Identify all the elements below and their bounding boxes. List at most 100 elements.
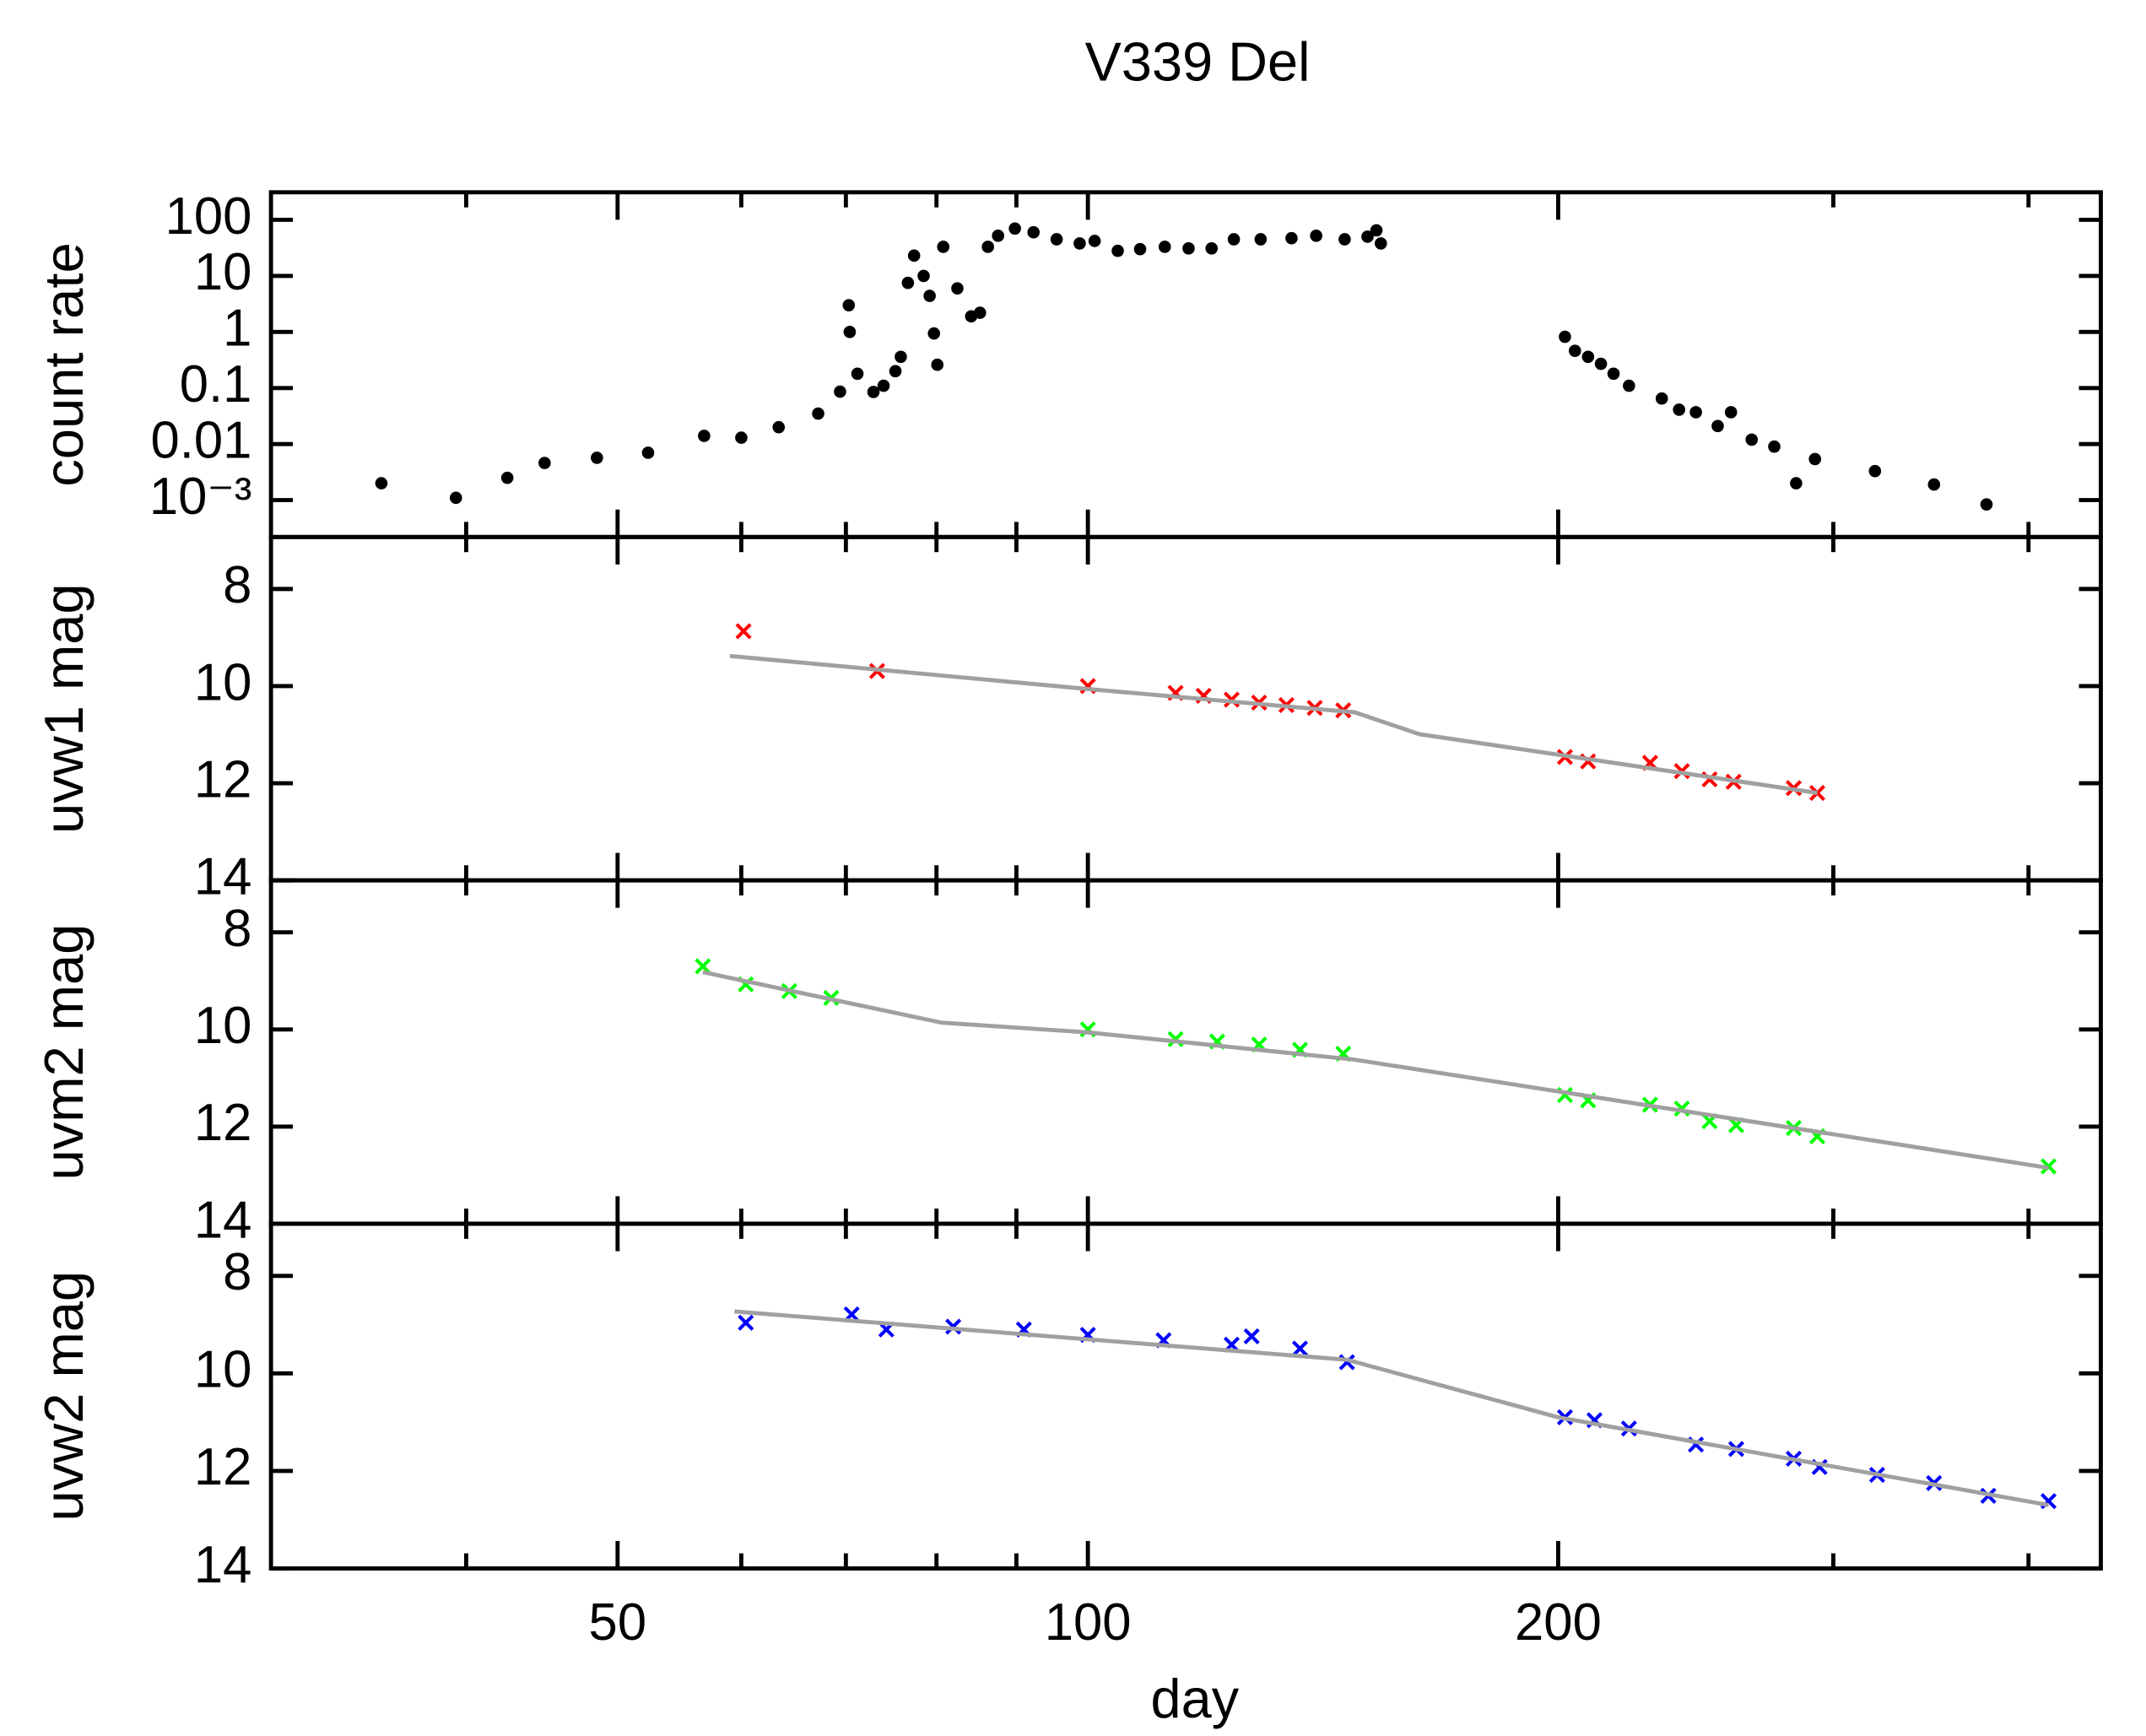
data-point — [901, 276, 915, 289]
y-tick-label: 12 — [194, 750, 252, 809]
data-point — [843, 326, 857, 338]
data-point — [1927, 478, 1941, 491]
data-point — [1291, 1340, 1309, 1357]
data-point — [877, 379, 890, 392]
data-point — [895, 350, 907, 364]
data-point — [834, 385, 846, 398]
y-tick-label: 10 — [194, 1341, 252, 1399]
y-tick-label: 8 — [223, 900, 251, 958]
data-point — [974, 306, 987, 319]
y-tick-label: 14 — [194, 1191, 252, 1249]
data-point — [1673, 403, 1685, 416]
data-point — [1285, 231, 1298, 245]
data-point — [698, 430, 711, 442]
data-point — [1623, 379, 1635, 392]
data-point — [641, 446, 655, 459]
data-point — [1375, 237, 1387, 250]
y-axis-label: uvw1 mag — [33, 583, 95, 834]
panel-frame — [268, 878, 2103, 1226]
chart-title: V339 Del — [1085, 30, 1311, 92]
x-tick-label: 100 — [1045, 1593, 1132, 1652]
data-point — [931, 358, 944, 371]
data-point — [1133, 242, 1147, 256]
y-tick-label: 8 — [223, 1243, 251, 1301]
data-point — [735, 623, 752, 640]
data-point — [1027, 225, 1041, 239]
data-point — [1243, 1328, 1260, 1345]
data-point — [1254, 233, 1268, 246]
data-point — [1111, 244, 1124, 257]
y-tick-label: 10 — [194, 997, 252, 1055]
data-point — [375, 477, 388, 489]
data-point — [735, 431, 748, 444]
fit-line — [702, 970, 2049, 1171]
data-point — [1808, 452, 1822, 466]
fit-line — [729, 653, 1818, 795]
data-point — [907, 249, 921, 262]
data-point — [1768, 440, 1781, 453]
data-point — [981, 241, 994, 253]
y-tick-label: 1 — [223, 300, 251, 358]
data-point — [449, 491, 462, 505]
y-tick-label: 14 — [194, 847, 252, 906]
data-point — [1711, 419, 1724, 433]
data-point — [1689, 406, 1702, 419]
x-axis-label: day — [1151, 1668, 1240, 1729]
data-point — [1607, 367, 1620, 381]
data-point — [772, 420, 786, 434]
data-point — [591, 452, 603, 464]
data-point — [1050, 233, 1063, 246]
x-tick-label: 50 — [589, 1593, 647, 1652]
y-axis-label: uvw2 mag — [33, 1271, 95, 1522]
y-tick-label: 12 — [194, 1438, 252, 1496]
panel-frame — [268, 1221, 2103, 1571]
data-point — [842, 299, 856, 311]
data-point — [1581, 350, 1595, 364]
data-point — [1310, 230, 1322, 242]
data-point — [1868, 464, 1882, 478]
data-point — [1008, 222, 1021, 235]
data-point — [851, 367, 864, 381]
data-point — [1724, 406, 1738, 419]
data-point — [1655, 392, 1668, 405]
fit-line — [734, 1309, 2049, 1507]
data-point — [927, 327, 941, 340]
data-point — [1745, 433, 1759, 446]
y-tick-label: 0.01 — [150, 411, 251, 469]
data-point — [1594, 357, 1608, 370]
y-tick-label: 10 — [194, 653, 252, 711]
y-tick-label: 8 — [223, 556, 251, 614]
data-point — [889, 365, 902, 378]
y-tick-label: 0.1 — [180, 355, 252, 414]
y-axis-label: count rate — [33, 242, 95, 486]
data-point — [1559, 330, 1571, 343]
y-tick-label: 14 — [194, 1536, 252, 1594]
data-point — [923, 289, 936, 302]
data-point — [538, 457, 551, 469]
y-tick-label: 12 — [194, 1094, 252, 1152]
x-tick-label: 200 — [1515, 1593, 1602, 1652]
y-tick-label: 10⁻³ — [149, 468, 252, 526]
y-tick-label: 100 — [165, 187, 252, 246]
data-point — [992, 230, 1004, 242]
data-point — [1158, 241, 1171, 253]
data-point — [812, 407, 824, 420]
data-point — [917, 269, 930, 283]
data-point — [1073, 237, 1086, 250]
data-point — [1205, 241, 1219, 255]
panel-frame — [268, 534, 2103, 883]
data-point — [738, 1314, 754, 1331]
data-point — [867, 386, 880, 398]
data-point — [500, 471, 514, 484]
y-axis-label: uvm2 mag — [33, 924, 95, 1181]
data-point — [937, 241, 950, 253]
data-point — [1980, 498, 1993, 511]
data-point — [1569, 344, 1581, 358]
data-point — [1182, 241, 1195, 255]
data-point — [951, 282, 964, 295]
data-point — [1370, 224, 1383, 237]
data-point — [695, 958, 711, 975]
data-point — [1088, 235, 1101, 247]
